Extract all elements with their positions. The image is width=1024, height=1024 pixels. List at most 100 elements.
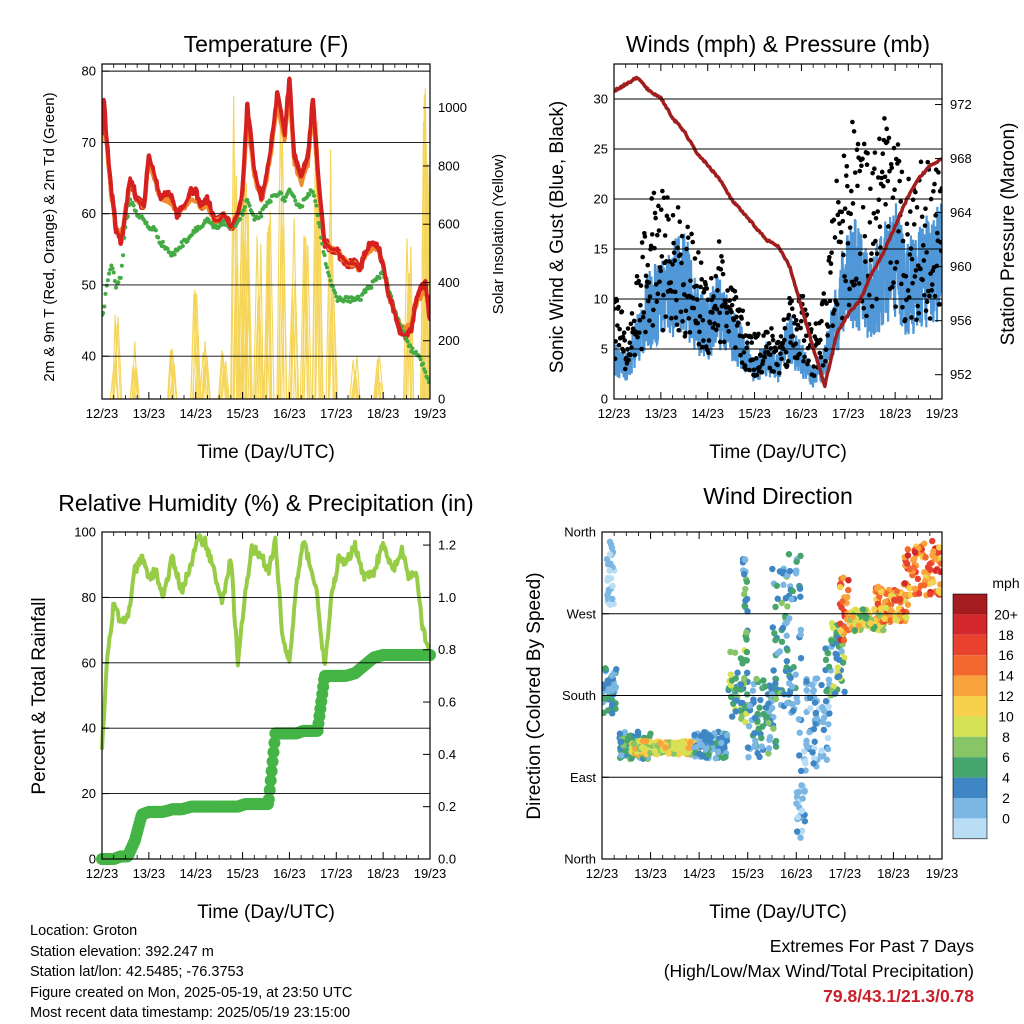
dewpoint-point <box>105 278 110 283</box>
gust-point <box>900 304 905 310</box>
gust-point <box>827 254 832 260</box>
direction-point <box>845 576 852 584</box>
gust-point <box>832 235 838 240</box>
gust-point <box>786 312 792 318</box>
winds-y2tick-label: 968 <box>950 151 972 166</box>
gust-point <box>653 215 658 221</box>
dewpoint-point <box>324 265 329 270</box>
direction-point <box>874 600 882 607</box>
direction-point <box>893 588 901 595</box>
dewpoint-point <box>316 221 321 226</box>
gust-point <box>817 350 823 356</box>
direction-point <box>785 691 793 698</box>
gust-point <box>659 254 665 259</box>
gust-point <box>819 318 824 324</box>
gust-point <box>884 139 890 144</box>
direction-point <box>813 715 821 722</box>
colorbar-label: 18 <box>998 627 1014 643</box>
gust-point <box>706 350 711 356</box>
gust-point <box>740 308 746 314</box>
location-text: Location: Groton <box>30 923 138 939</box>
gust-point <box>913 189 918 195</box>
direction-point <box>762 683 769 690</box>
gust-point <box>626 357 631 363</box>
gust-point <box>857 251 863 257</box>
gust-point <box>798 318 804 324</box>
gust-point <box>732 289 738 294</box>
gust-point <box>639 240 645 245</box>
gust-point <box>663 259 669 264</box>
direction-point <box>778 599 785 607</box>
gust-point <box>634 273 640 279</box>
gust-point <box>726 329 732 334</box>
gust-point <box>648 243 654 249</box>
gust-point <box>842 206 848 211</box>
gust-point <box>897 178 902 184</box>
gust-point <box>868 186 873 192</box>
wind-direction-ylabel: Direction (Colored By Speed) <box>524 572 545 819</box>
gust-point <box>801 358 806 364</box>
gust-point <box>696 250 701 255</box>
gust-point <box>867 220 873 225</box>
direction-point <box>823 688 830 695</box>
gust-point <box>683 308 689 314</box>
gust-point <box>811 373 817 379</box>
temperature-xtick-label: 19/23 <box>414 406 447 421</box>
gust-point <box>721 339 727 345</box>
direction-point <box>634 728 642 736</box>
gust-point <box>896 229 901 234</box>
direction-point <box>609 582 616 590</box>
insolation-trace <box>254 297 262 399</box>
gust-point <box>877 136 882 142</box>
gust-point <box>770 333 775 339</box>
gust-point <box>666 217 671 222</box>
gust-point <box>834 302 840 307</box>
gust-point <box>655 291 661 297</box>
gust-point <box>927 316 933 321</box>
temperature-plot-border <box>101 63 431 400</box>
gust-point <box>716 239 722 244</box>
direction-point <box>759 723 766 730</box>
dewpoint-point <box>319 235 324 240</box>
direction-point <box>807 705 814 712</box>
gust-point <box>654 299 660 304</box>
direction-point <box>785 551 793 558</box>
humidity-ytick-label: 60 <box>82 655 96 670</box>
gust-point <box>739 316 744 321</box>
gust-point <box>694 283 699 289</box>
gust-point <box>931 188 936 194</box>
direction-point <box>651 748 659 755</box>
direction-point <box>685 744 693 752</box>
gust-point <box>782 325 788 331</box>
humidity-xtick-label: 12/23 <box>86 866 119 881</box>
direction-point <box>811 699 819 706</box>
gust-point <box>934 263 940 269</box>
gust-point <box>715 323 721 328</box>
direction-point <box>738 715 745 722</box>
direction-point <box>812 675 819 682</box>
winds-ytick-label: 5 <box>601 342 608 357</box>
winds-ytick-label: 10 <box>594 292 608 307</box>
direction-point <box>786 567 794 575</box>
gust-point <box>677 219 683 225</box>
direction-point <box>896 611 903 618</box>
gust-point <box>905 288 911 293</box>
gust-point <box>919 214 925 220</box>
gust-point <box>622 366 628 372</box>
direction-point <box>756 704 763 711</box>
direction-point <box>608 544 616 552</box>
gust-point <box>910 197 916 203</box>
direction-xtick-label: 15/23 <box>731 866 764 881</box>
winds-xtick-label: 12/23 <box>598 406 631 421</box>
gust-point <box>850 119 855 125</box>
gust-point <box>888 260 893 265</box>
gust-point <box>657 265 663 270</box>
colorbar-swatch <box>953 675 987 696</box>
direction-point <box>778 638 786 645</box>
direction-point <box>903 560 911 567</box>
gust-point <box>687 330 693 335</box>
gust-point <box>714 306 720 312</box>
gust-point <box>871 211 877 216</box>
dewpoint-point <box>282 198 287 203</box>
gust-point <box>847 286 852 292</box>
